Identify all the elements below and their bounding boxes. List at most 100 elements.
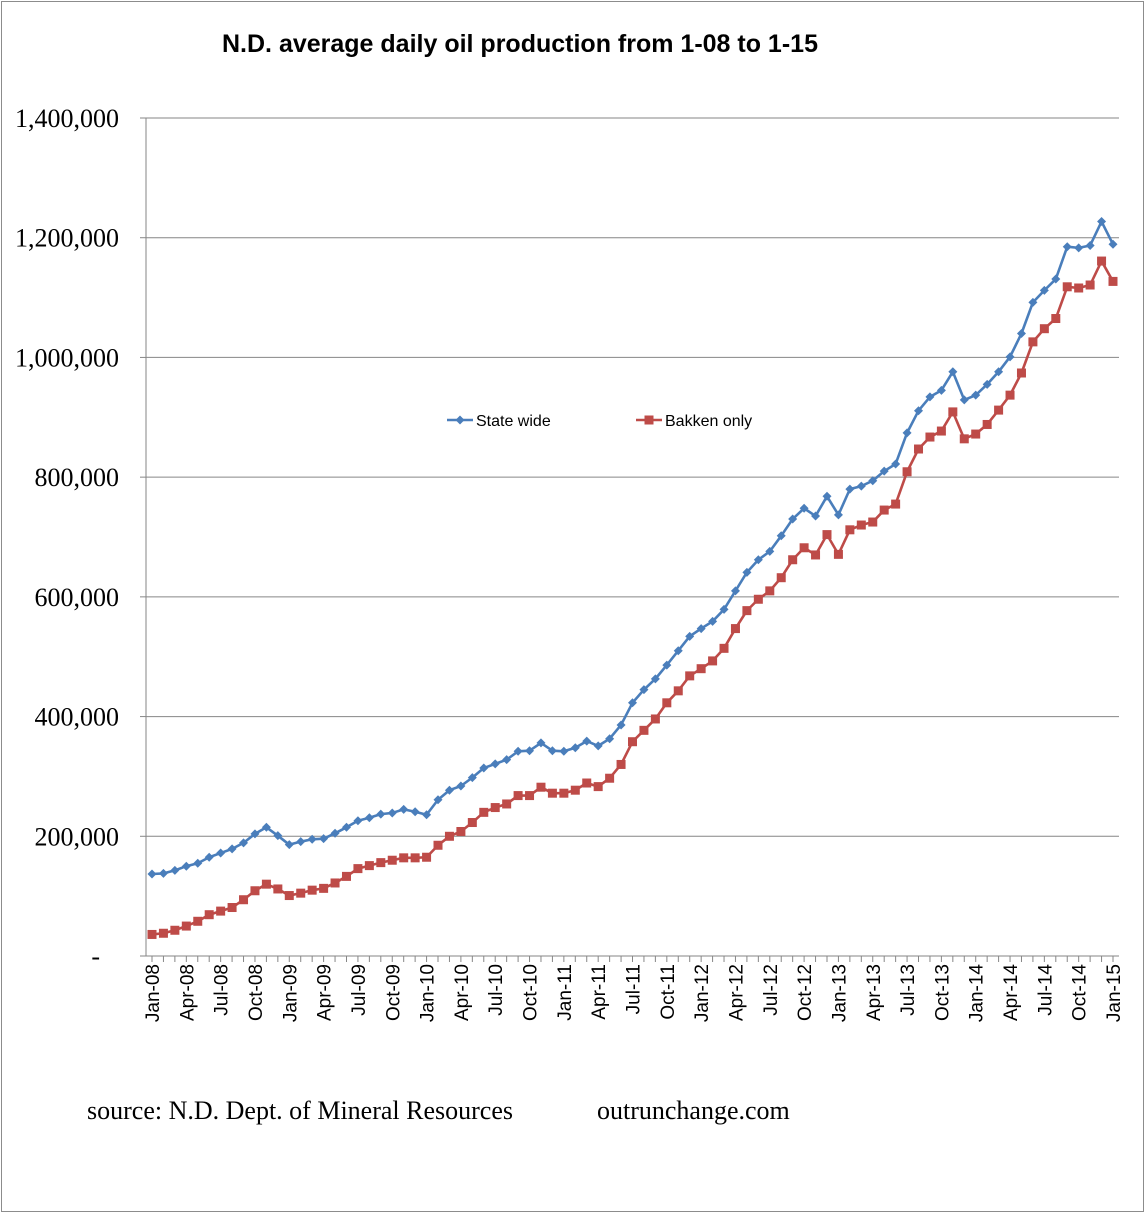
- bakken-only-point: [776, 573, 786, 583]
- bakken-only-point: [1085, 280, 1095, 290]
- state-wide-point: [479, 763, 489, 773]
- bakken-only-point: [994, 405, 1004, 415]
- bakken-only-point: [799, 543, 809, 553]
- bakken-only-point: [319, 883, 329, 893]
- bakken-only-point: [227, 903, 237, 913]
- state-wide-point: [204, 852, 214, 862]
- bakken-only-point: [341, 871, 351, 881]
- state-wide-point: [708, 616, 718, 626]
- bakken-only-point: [650, 714, 660, 724]
- bakken-only-point: [513, 791, 523, 801]
- bakken-only-point: [765, 586, 775, 596]
- x-tick-label: Apr-14: [1001, 964, 1022, 1021]
- bakken-only-point: [570, 785, 580, 795]
- x-tick-label: Jul-14: [1035, 964, 1056, 1016]
- x-tick-label: Oct-09: [383, 964, 404, 1021]
- bakken-only-point: [467, 818, 477, 828]
- bakken-only-point: [582, 778, 592, 788]
- state-wide-point: [1085, 240, 1095, 250]
- legend-label-bakken-only: Bakken only: [665, 413, 752, 430]
- series-line-state-wide: [151, 220, 1115, 876]
- x-tick-label: Jan-15: [1104, 964, 1125, 1022]
- state-wide-point: [650, 674, 660, 684]
- bakken-only-point: [353, 864, 363, 874]
- state-wide-point: [673, 646, 683, 656]
- state-wide-point: [833, 510, 843, 520]
- state-wide-point: [422, 810, 432, 820]
- bakken-only-point: [742, 606, 752, 616]
- x-tick-label: Apr-10: [452, 964, 473, 1021]
- chart-title: N.D. average daily oil production from 1…: [222, 30, 818, 58]
- bakken-only-point: [273, 884, 283, 894]
- x-tick-label: Jul-10: [486, 964, 507, 1016]
- bakken-only-point: [948, 407, 958, 417]
- bakken-only-point: [1097, 256, 1107, 266]
- bakken-only-point: [376, 858, 386, 868]
- state-wide-point: [730, 586, 740, 596]
- state-wide-point: [948, 367, 958, 377]
- state-wide-point: [1039, 285, 1049, 295]
- bakken-only-point: [422, 852, 432, 862]
- state-wide-point: [570, 743, 580, 753]
- bakken-only-point: [708, 656, 718, 666]
- x-tick-label: Oct-08: [246, 964, 267, 1021]
- x-tick-label: Oct-14: [1070, 964, 1091, 1021]
- bakken-only-point: [914, 444, 924, 454]
- bakken-only-point: [399, 853, 409, 863]
- state-wide-point: [319, 834, 329, 844]
- state-wide-point: [994, 367, 1004, 377]
- bakken-only-point: [456, 826, 466, 836]
- y-tick-label: -: [91, 942, 100, 971]
- state-wide-point: [1097, 217, 1107, 227]
- state-wide-point: [982, 379, 992, 389]
- x-tick-label: Jul-13: [898, 964, 919, 1016]
- state-wide-point: [639, 685, 649, 695]
- source-note: source: N.D. Dept. of Mineral Resources: [87, 1096, 513, 1125]
- state-wide-point: [582, 736, 592, 746]
- bakken-only-point: [730, 624, 740, 634]
- bakken-only-point: [559, 788, 569, 798]
- x-tick-label: Apr-11: [589, 964, 610, 1020]
- y-tick-label: 200,000: [35, 822, 120, 851]
- x-tick-label: Jan-09: [280, 964, 301, 1022]
- state-wide-point: [936, 385, 946, 395]
- bakken-only-point: [959, 434, 969, 444]
- x-tick-label: Jan-14: [967, 964, 988, 1023]
- bakken-only-point: [685, 671, 695, 681]
- state-wide-point: [399, 804, 409, 814]
- bakken-only-point: [307, 885, 317, 895]
- bakken-only-point: [879, 505, 889, 515]
- bakken-only-point: [662, 698, 672, 708]
- state-wide-point: [799, 503, 809, 513]
- bakken-only-point: [410, 853, 420, 863]
- bakken-only-point: [845, 525, 855, 535]
- state-wide-point: [444, 785, 454, 795]
- bakken-only-point: [387, 855, 397, 865]
- x-tick-label: Jul-11: [624, 964, 645, 1014]
- website-credit: outrunchange.com: [597, 1096, 790, 1125]
- bakken-only-point: [891, 499, 901, 509]
- bakken-only-point: [502, 799, 512, 809]
- state-wide-point: [353, 816, 363, 826]
- state-wide-point: [193, 858, 203, 868]
- state-wide-point: [628, 698, 637, 708]
- state-wide-point: [227, 844, 237, 854]
- state-wide-point: [845, 484, 855, 494]
- x-tick-label: Jul-09: [349, 964, 370, 1016]
- bakken-only-point: [719, 643, 729, 653]
- bakken-only-point: [170, 925, 180, 935]
- state-wide-point: [502, 755, 512, 765]
- bakken-only-point: [868, 517, 878, 527]
- state-wide-point: [1062, 242, 1072, 252]
- y-tick-label: 1,400,000: [15, 104, 119, 133]
- bakken-only-point: [593, 782, 603, 792]
- bakken-only-point: [639, 725, 649, 735]
- state-wide-point: [742, 567, 752, 577]
- bakken-only-point: [284, 891, 294, 901]
- bakken-only-point: [971, 429, 981, 439]
- bakken-only-point: [364, 861, 374, 871]
- state-wide-point: [662, 660, 672, 670]
- y-tick-label: 1,200,000: [15, 224, 119, 253]
- x-tick-label: Jan-11: [555, 964, 576, 1021]
- bakken-only-point: [330, 878, 340, 888]
